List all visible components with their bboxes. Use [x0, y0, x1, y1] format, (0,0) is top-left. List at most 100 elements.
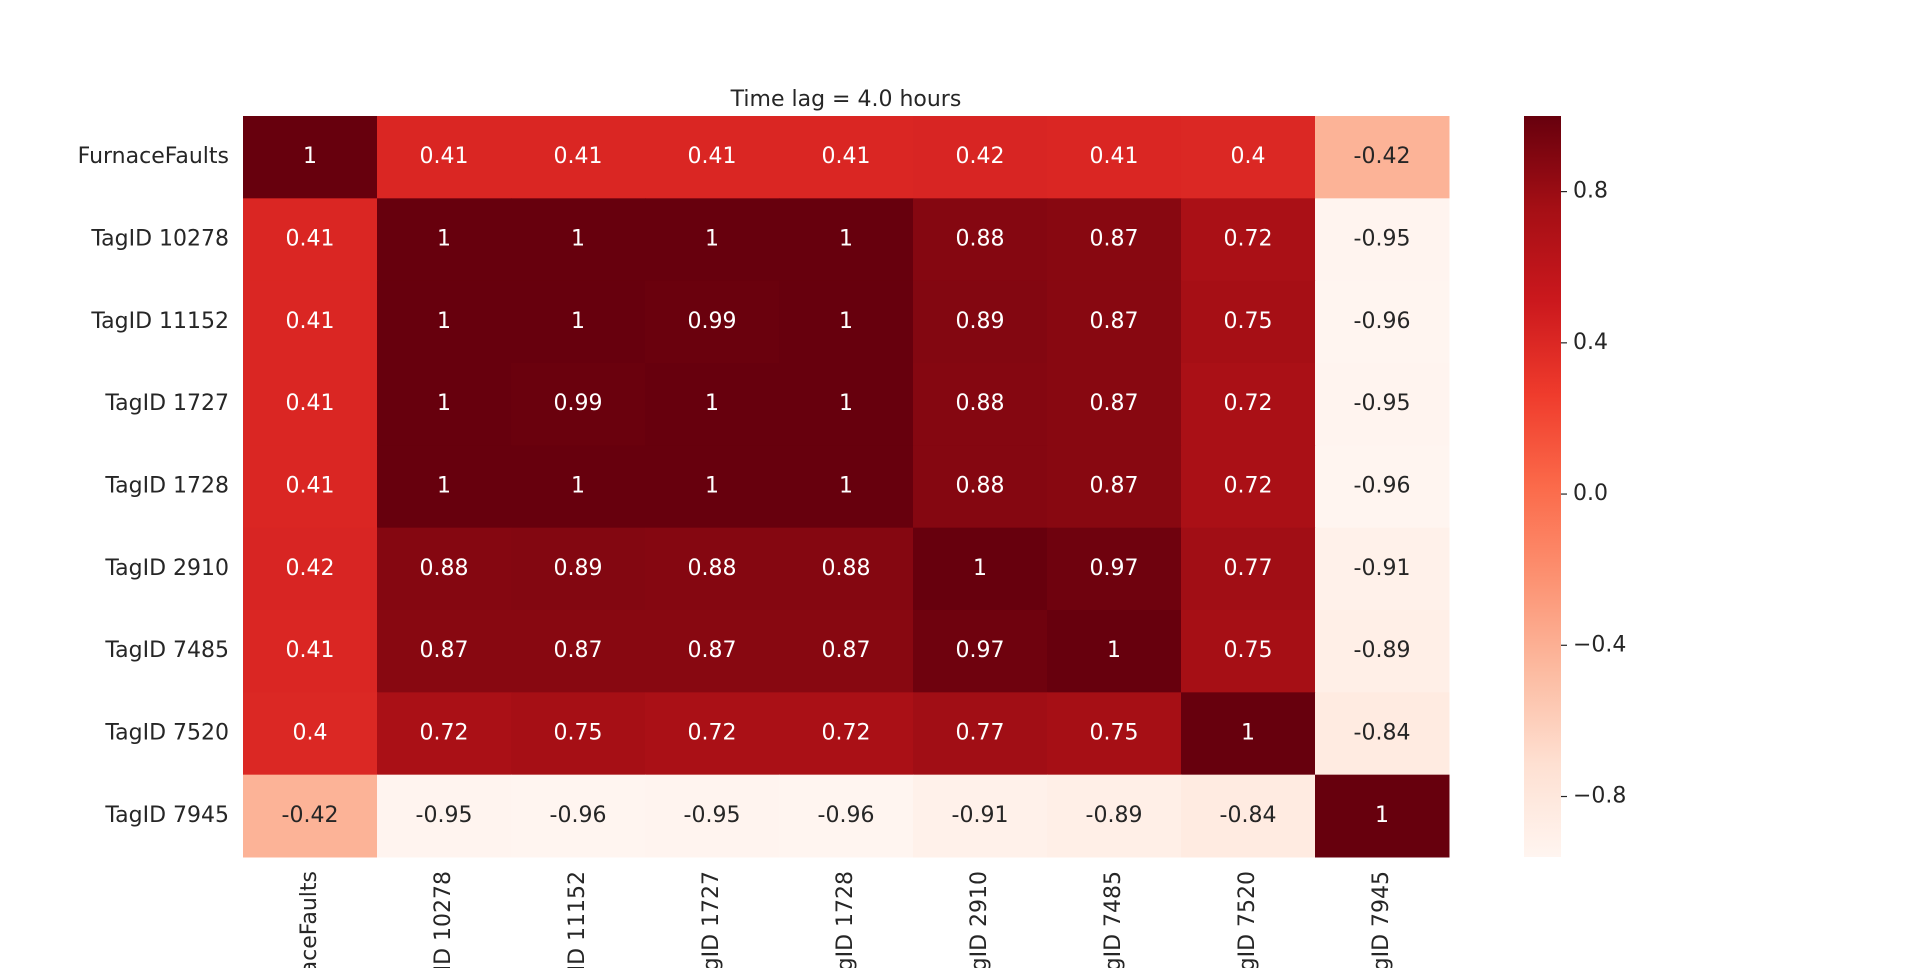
cell-label: 0.77 [956, 721, 1005, 746]
cell-label: 0.97 [1090, 556, 1139, 581]
cell-label: 0.41 [420, 144, 469, 169]
heatmap-cell [377, 527, 512, 611]
cell-label: 0.41 [286, 227, 335, 252]
cell-label: -0.91 [1354, 556, 1411, 581]
heatmap-cell [1047, 363, 1182, 446]
heatmap-cell [913, 610, 1048, 693]
cell-label: 0.75 [1224, 638, 1273, 663]
heatmap-cell [1047, 527, 1182, 611]
heatmap-cell [913, 527, 1048, 611]
heatmap-cell [1047, 692, 1182, 776]
cell-label: -0.95 [1354, 227, 1411, 252]
heatmap-cell [1047, 280, 1182, 364]
cell-label: 1 [1241, 721, 1255, 746]
heatmap-cell [1315, 692, 1450, 776]
cell-label: 1 [973, 556, 987, 581]
cell-label: 1 [1375, 803, 1389, 828]
cell-label: 0.72 [1224, 391, 1273, 416]
cell-label: 0.4 [1231, 144, 1266, 169]
heatmap-cell [243, 527, 378, 611]
cell-label: -0.96 [818, 803, 875, 828]
cell-label: 1 [705, 227, 719, 252]
cell-label: 0.72 [1224, 227, 1273, 252]
cell-label: 0.41 [822, 144, 871, 169]
heatmap-cell [913, 280, 1048, 364]
heatmap-cell [645, 116, 780, 199]
heatmap-cell [779, 198, 914, 282]
x-tick-label: TagID 11152 [565, 871, 590, 968]
y-tick-label: TagID 1727 [104, 391, 229, 416]
cell-label: -0.84 [1354, 721, 1411, 746]
heatmap-cell [645, 610, 780, 693]
cell-label: 0.89 [554, 556, 603, 581]
heatmap-cell [1181, 116, 1316, 199]
chart-title: Time lag = 4.0 hours [730, 87, 962, 112]
x-tick-label: TagID 7520 [1235, 871, 1260, 968]
heatmap-cell [913, 116, 1048, 199]
heatmap-cell [243, 445, 378, 529]
heatmap-cell [1181, 445, 1316, 529]
cell-label: 1 [1107, 638, 1121, 663]
heatmap-cell [779, 280, 914, 364]
y-tick-label: TagID 11152 [90, 309, 229, 334]
heatmap-cell [1047, 774, 1182, 858]
heatmap-cell [913, 198, 1048, 282]
heatmap-cell [511, 774, 646, 858]
heatmap-cell [377, 692, 512, 776]
heatmap-cell [243, 198, 378, 282]
heatmap-cell [645, 198, 780, 282]
heatmap-cell [779, 774, 914, 858]
cell-label: 0.72 [688, 721, 737, 746]
cell-label: 0.88 [688, 556, 737, 581]
heatmap-cell [377, 116, 512, 199]
heatmap-cell [645, 363, 780, 446]
cell-label: 0.99 [688, 309, 737, 334]
heatmap-cell [377, 198, 512, 282]
heatmap-cell [1315, 774, 1450, 858]
heatmap-cell [645, 527, 780, 611]
cell-label: 0.41 [554, 144, 603, 169]
cell-label: 1 [705, 474, 719, 499]
cell-label: 0.41 [286, 474, 335, 499]
heatmap-cell [779, 445, 914, 529]
cell-label: 0.97 [956, 638, 1005, 663]
heatmap-cell [645, 445, 780, 529]
cell-label: 1 [705, 391, 719, 416]
heatmap-cell [1047, 445, 1182, 529]
heatmap-cell [913, 774, 1048, 858]
cell-label: 0.75 [1224, 309, 1273, 334]
cell-label: -0.96 [550, 803, 607, 828]
heatmap-cell [1315, 280, 1450, 364]
cell-label: 0.42 [956, 144, 1005, 169]
cell-label: 0.41 [286, 309, 335, 334]
heatmap-cell [913, 692, 1048, 776]
heatmap-cell [243, 692, 378, 776]
heatmap-cell [1181, 198, 1316, 282]
x-tick-label: TagID 10278 [431, 871, 456, 968]
heatmap-cell [645, 280, 780, 364]
x-tick-label: TagID 2910 [967, 871, 992, 968]
heatmap-cell [1047, 116, 1182, 199]
heatmap-cell [1315, 198, 1450, 282]
colorbar-tick-label: −0.8 [1573, 784, 1626, 809]
cell-label: 0.75 [554, 721, 603, 746]
cell-label: 0.87 [1090, 391, 1139, 416]
x-tick-label: TagID 7945 [1369, 871, 1394, 968]
cell-label: 0.87 [420, 638, 469, 663]
heatmap-cell [913, 363, 1048, 446]
cell-label: 0.87 [1090, 309, 1139, 334]
heatmap-cell [377, 610, 512, 693]
heatmap-cell [1181, 363, 1316, 446]
heatmap-cell [1181, 610, 1316, 693]
heatmap-cell [377, 363, 512, 446]
cell-label: -0.95 [684, 803, 741, 828]
cell-label: -0.91 [952, 803, 1009, 828]
heatmap-cell [511, 692, 646, 776]
heatmap-cell [243, 280, 378, 364]
cell-label: 0.77 [1224, 556, 1273, 581]
heatmap-cell [1315, 116, 1450, 199]
cell-label: -0.96 [1354, 474, 1411, 499]
heatmap-cell [645, 774, 780, 858]
